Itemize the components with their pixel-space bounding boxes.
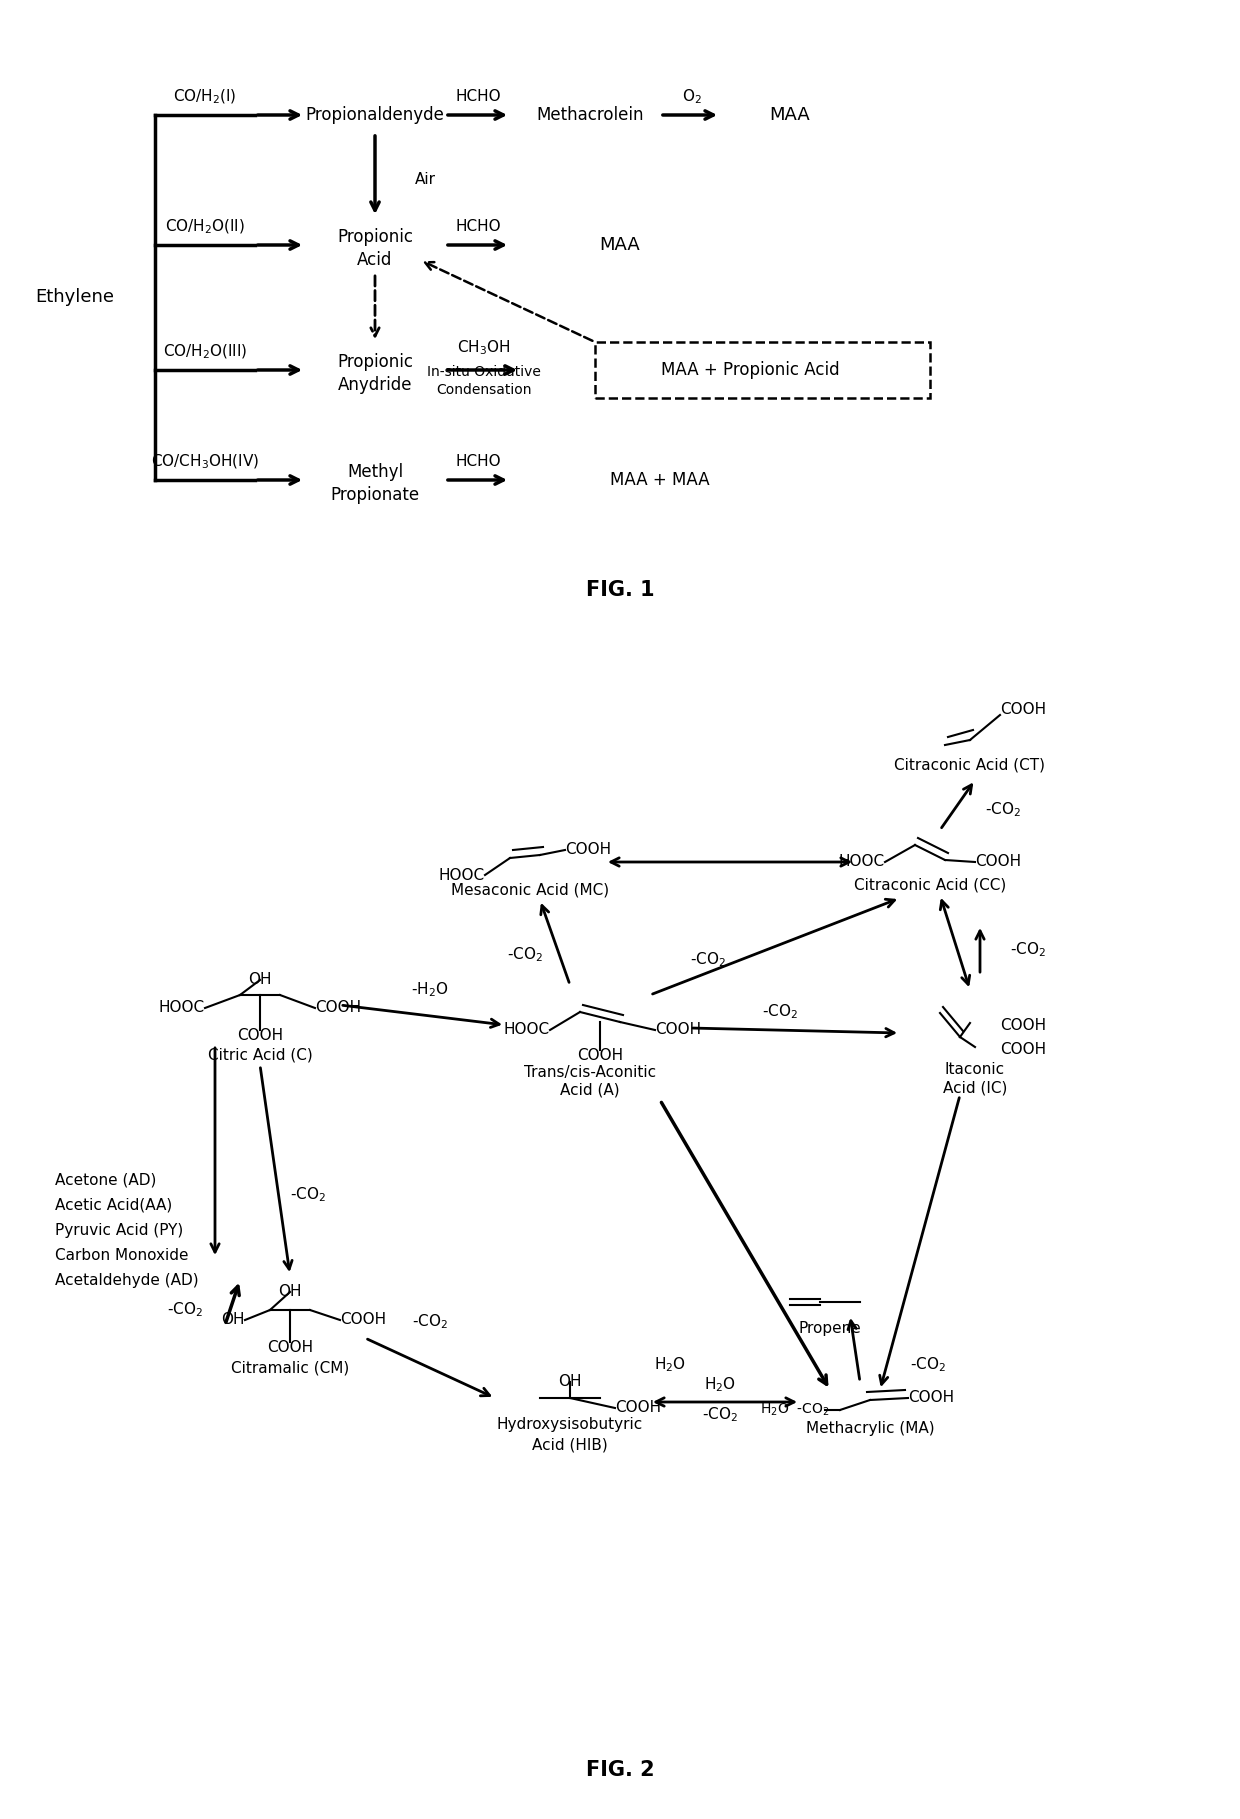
Text: Trans/cis-Aconitic: Trans/cis-Aconitic <box>525 1064 656 1079</box>
Text: HOOC: HOOC <box>159 1000 205 1015</box>
Text: Methyl: Methyl <box>347 464 403 480</box>
Text: COOH: COOH <box>999 1017 1047 1033</box>
Text: Methacrylic (MA): Methacrylic (MA) <box>806 1421 934 1435</box>
Text: CH$_3$OH: CH$_3$OH <box>458 338 511 357</box>
Text: Mesaconic Acid (MC): Mesaconic Acid (MC) <box>451 882 609 897</box>
Text: -CO$_2$: -CO$_2$ <box>702 1406 738 1424</box>
Text: Propionate: Propionate <box>330 486 419 504</box>
Text: Itaconic: Itaconic <box>945 1062 1006 1077</box>
Text: CO/H$_2$(I): CO/H$_2$(I) <box>174 87 237 106</box>
Text: Acid (HIB): Acid (HIB) <box>532 1437 608 1453</box>
Text: COOH: COOH <box>908 1390 954 1406</box>
Text: H$_2$O  -CO$_2$: H$_2$O -CO$_2$ <box>760 1402 830 1419</box>
Text: Anydride: Anydride <box>337 377 412 395</box>
Text: Hydroxysisobutyric: Hydroxysisobutyric <box>497 1417 644 1433</box>
Text: CO/H$_2$O(II): CO/H$_2$O(II) <box>165 218 246 236</box>
Text: Acetaldehyde (AD): Acetaldehyde (AD) <box>55 1273 198 1288</box>
Text: OH: OH <box>222 1313 246 1328</box>
Text: -CO$_2$: -CO$_2$ <box>763 1002 799 1020</box>
Text: COOH: COOH <box>975 855 1021 869</box>
Text: -CO$_2$: -CO$_2$ <box>910 1355 946 1375</box>
Text: OH: OH <box>248 973 272 988</box>
Text: Acid: Acid <box>357 251 393 269</box>
Text: CO/H$_2$O(III): CO/H$_2$O(III) <box>162 342 247 362</box>
Text: -CO$_2$: -CO$_2$ <box>507 946 543 964</box>
Text: Condensation: Condensation <box>436 384 532 397</box>
Text: -CO$_2$: -CO$_2$ <box>290 1186 326 1204</box>
Text: In-situ Oxidative: In-situ Oxidative <box>427 366 541 378</box>
Text: Ethylene: Ethylene <box>36 287 114 306</box>
Text: -CO$_2$: -CO$_2$ <box>689 951 725 970</box>
Text: FIG. 1: FIG. 1 <box>585 580 655 600</box>
Text: OH: OH <box>278 1284 301 1299</box>
Text: MAA + Propionic Acid: MAA + Propionic Acid <box>661 360 839 378</box>
Text: -CO$_2$: -CO$_2$ <box>985 800 1021 819</box>
Text: -CO$_2$: -CO$_2$ <box>412 1313 448 1332</box>
Text: Propionic: Propionic <box>337 227 413 246</box>
Text: Methacrolein: Methacrolein <box>536 106 644 124</box>
Text: COOH: COOH <box>340 1313 386 1328</box>
Text: HCHO: HCHO <box>455 89 501 104</box>
Text: Acid (IC): Acid (IC) <box>942 1080 1007 1095</box>
Text: Citric Acid (C): Citric Acid (C) <box>207 1048 312 1062</box>
Text: HOOC: HOOC <box>439 868 485 882</box>
Text: Citramalic (CM): Citramalic (CM) <box>231 1361 350 1375</box>
Text: COOH: COOH <box>999 702 1047 717</box>
Text: MAA: MAA <box>600 236 640 255</box>
Text: H$_2$O: H$_2$O <box>704 1375 737 1395</box>
Text: Pyruvic Acid (PY): Pyruvic Acid (PY) <box>55 1222 184 1237</box>
Text: HCHO: HCHO <box>455 220 501 235</box>
Text: COOH: COOH <box>577 1048 622 1062</box>
Text: MAA: MAA <box>770 106 811 124</box>
Text: COOH: COOH <box>615 1401 661 1415</box>
Text: HCHO: HCHO <box>455 455 501 469</box>
Text: COOH: COOH <box>315 1000 361 1015</box>
Text: FIG. 2: FIG. 2 <box>585 1761 655 1781</box>
Text: Carbon Monoxide: Carbon Monoxide <box>55 1248 188 1262</box>
Text: HOOC: HOOC <box>503 1022 551 1037</box>
Text: Propene: Propene <box>799 1321 862 1335</box>
Text: COOH: COOH <box>655 1022 701 1037</box>
Text: HOOC: HOOC <box>839 855 885 869</box>
Text: H$_2$O: H$_2$O <box>653 1355 686 1375</box>
Text: Acetone (AD): Acetone (AD) <box>55 1173 156 1188</box>
Text: -H$_2$O: -H$_2$O <box>412 980 449 999</box>
Text: COOH: COOH <box>267 1341 312 1355</box>
Bar <box>595 342 930 398</box>
Text: COOH: COOH <box>565 842 611 857</box>
Text: O$_2$: O$_2$ <box>682 87 702 106</box>
Text: -CO$_2$: -CO$_2$ <box>167 1301 203 1319</box>
Text: Citraconic Acid (CT): Citraconic Acid (CT) <box>894 757 1045 773</box>
Text: Acetic Acid(AA): Acetic Acid(AA) <box>55 1197 172 1213</box>
Text: Air: Air <box>415 173 436 187</box>
Text: COOH: COOH <box>237 1028 283 1042</box>
Text: Citraconic Acid (CC): Citraconic Acid (CC) <box>854 877 1006 893</box>
Text: COOH: COOH <box>999 1042 1047 1057</box>
Text: MAA + MAA: MAA + MAA <box>610 471 709 489</box>
Text: -CO$_2$: -CO$_2$ <box>1011 940 1047 959</box>
Text: Propionaldenyde: Propionaldenyde <box>305 106 444 124</box>
Text: CO/CH$_3$OH(IV): CO/CH$_3$OH(IV) <box>151 453 259 471</box>
Text: Propionic: Propionic <box>337 353 413 371</box>
Text: Acid (A): Acid (A) <box>560 1082 620 1097</box>
Text: OH: OH <box>558 1375 582 1390</box>
